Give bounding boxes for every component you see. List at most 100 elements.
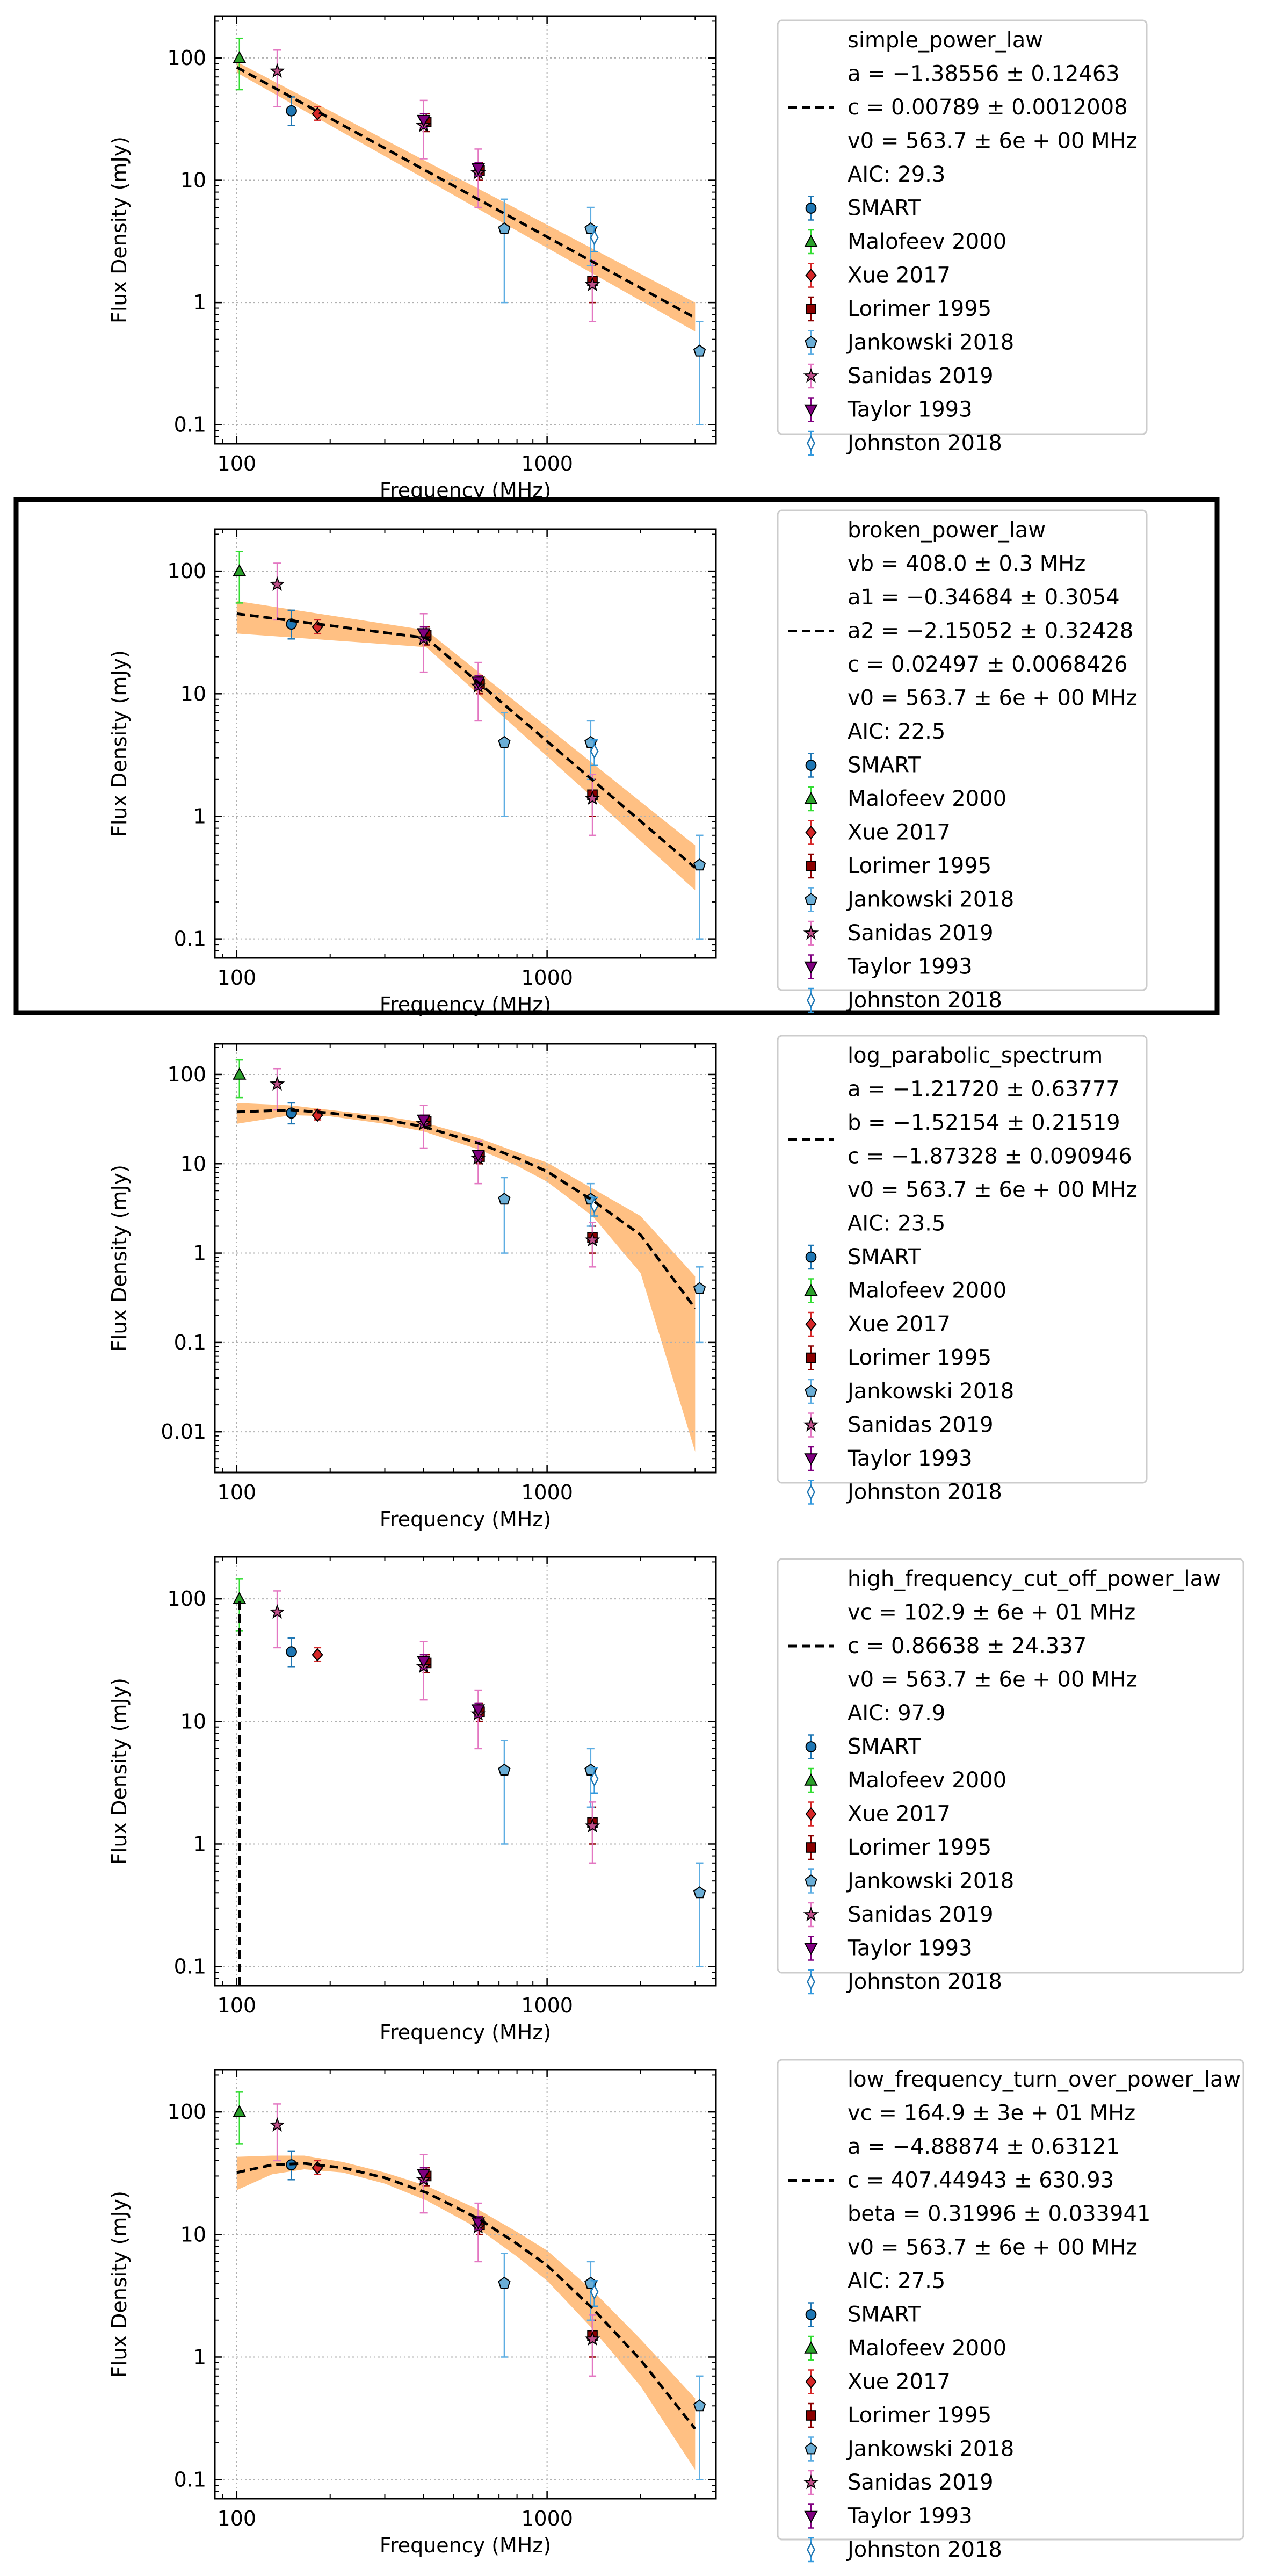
data-point xyxy=(417,114,431,127)
legend-marker xyxy=(804,1283,818,1296)
fit-curve-line xyxy=(236,612,696,869)
x-tick-label: 1000 xyxy=(521,1994,573,2017)
data-point xyxy=(693,1886,706,1899)
legend-series-label: Malofeev 2000 xyxy=(848,1279,1006,1303)
legend-series-label: Johnston 2018 xyxy=(846,1969,1002,1994)
legend-param-3: a2 = −2.15052 ± 0.32428 xyxy=(848,619,1133,644)
data-point xyxy=(269,63,285,78)
x-tick-label: 1000 xyxy=(521,2507,573,2530)
fit-band xyxy=(236,62,696,331)
x-tick-label: 1000 xyxy=(521,452,573,475)
legend-param-4: beta = 0.31996 ± 0.033941 xyxy=(848,2202,1150,2226)
data-point xyxy=(269,1604,285,1619)
legend-model-name: low_frequency_turn_over_power_law xyxy=(848,2067,1241,2092)
plot-frame xyxy=(214,1043,717,1474)
legend-series-label: Jankowski 2018 xyxy=(846,330,1014,355)
legend-series-label: Johnston 2018 xyxy=(846,2537,1002,2562)
x-tick-label: 1000 xyxy=(521,966,573,990)
fit-curve-line xyxy=(236,2162,697,2430)
legend-series-label: Sanidas 2019 xyxy=(848,364,994,388)
legend-param-6: AIC: 27.5 xyxy=(848,2269,945,2293)
y-tick-label: 0.1 xyxy=(174,1331,206,1354)
legend-series-label: Malofeev 2000 xyxy=(848,786,1006,811)
legend-series-label: Jankowski 2018 xyxy=(846,887,1014,912)
data-point xyxy=(471,163,486,176)
legend-param-3: c = 407.44943 ± 630.93 xyxy=(848,2168,1114,2193)
panel-low-frequency-turn-over-power-law: 100 1000 0.1 1 10 100 Frequency (MHz) Flux De… xyxy=(107,2059,1244,2563)
legend-marker xyxy=(805,203,817,214)
legend-series-label: Johnston 2018 xyxy=(846,988,1002,1013)
legend-box xyxy=(777,509,1148,991)
y-axis-label: Flux Density (mJy) xyxy=(107,136,131,323)
legend: high_frequency_cut_off_power_law vc = 10… xyxy=(777,1558,1244,1995)
highlight-box xyxy=(13,497,1220,1015)
legend-series-label: Jankowski 2018 xyxy=(846,1869,1014,1894)
y-tick-label: 1 xyxy=(193,1242,206,1265)
legend-param-4: AIC: 29.3 xyxy=(848,162,945,187)
legend-series-label: Taylor 1993 xyxy=(847,2504,973,2529)
legend-series-label: Malofeev 2000 xyxy=(848,1768,1006,1793)
legend-marker xyxy=(805,268,817,283)
legend-param-2: c = 0.00789 ± 0.0012008 xyxy=(848,95,1128,120)
legend-series-label: Xue 2017 xyxy=(848,1312,951,1337)
y-tick-label: 100 xyxy=(167,559,206,583)
grid-lines xyxy=(215,2070,716,2499)
data-point xyxy=(269,2117,285,2132)
legend-marker xyxy=(804,2341,818,2354)
legend-param-3: v0 = 563.7 ± 6e + 00 MHz xyxy=(848,129,1138,154)
x-tick-label: 100 xyxy=(218,966,257,990)
grid-lines xyxy=(215,529,716,958)
legend-param-4: v0 = 563.7 ± 6e + 00 MHz xyxy=(848,1178,1138,1202)
y-tick-label: 0.01 xyxy=(161,1420,206,1444)
legend-marker xyxy=(803,1906,819,1922)
legend-param-3: c = −1.87328 ± 0.090946 xyxy=(848,1144,1132,1169)
plot-frame xyxy=(214,2069,717,2500)
legend-series-label: Malofeev 2000 xyxy=(848,229,1006,254)
legend-param-1: a = −1.21720 ± 0.63777 xyxy=(848,1077,1120,1102)
legend-param-5: v0 = 563.7 ± 6e + 00 MHz xyxy=(848,686,1138,711)
legend-param-6: AIC: 22.5 xyxy=(848,719,945,744)
fit-uncertainty-band xyxy=(236,1103,696,1452)
y-tick-label: 0.1 xyxy=(174,927,206,951)
legend-series-label: Lorimer 1995 xyxy=(848,1835,991,1860)
legend-series-label: Xue 2017 xyxy=(848,263,951,288)
fit-uncertainty-band xyxy=(236,62,696,331)
data-point xyxy=(269,1076,285,1091)
fit-band xyxy=(236,1103,696,1452)
axis-ticks: 100 1000 0.1 1 10 100 xyxy=(167,1557,716,2017)
legend-marker xyxy=(806,304,816,314)
fit-uncertainty-band xyxy=(236,2155,696,2470)
x-tick-label: 100 xyxy=(218,1481,257,1504)
legend-marker xyxy=(806,1974,816,1990)
x-tick-label: 100 xyxy=(218,2507,257,2530)
y-tick-label: 1 xyxy=(193,2345,206,2369)
x-axis-label: Frequency (MHz) xyxy=(380,2534,551,2557)
y-tick-label: 10 xyxy=(180,682,206,705)
data-point xyxy=(584,1232,600,1247)
legend-series-label: SMART xyxy=(848,753,921,778)
legend-marker xyxy=(804,791,818,804)
y-tick-label: 1 xyxy=(193,1832,206,1856)
data-points xyxy=(233,2091,706,2480)
x-axis-label: Frequency (MHz) xyxy=(380,1507,551,1531)
legend-entries: SMART Malofeev 2000 Xue 2017 Lorimer 1995 Ja… xyxy=(803,196,1014,456)
data-point xyxy=(693,858,706,871)
x-tick-label: 100 xyxy=(218,1994,257,2017)
grid-lines xyxy=(215,16,716,444)
data-point xyxy=(286,105,297,117)
data-point xyxy=(233,1067,247,1080)
legend-param-4: AIC: 97.9 xyxy=(848,1701,945,1726)
data-point xyxy=(417,1656,431,1669)
legend-model-name: log_parabolic_spectrum xyxy=(848,1043,1103,1068)
legend-series-label: Taylor 1993 xyxy=(847,398,973,422)
legend-marker xyxy=(805,2442,817,2455)
y-tick-label: 100 xyxy=(167,2100,206,2124)
legend-marker xyxy=(806,2542,816,2558)
data-point xyxy=(584,1818,600,1833)
data-point xyxy=(312,1648,323,1662)
y-tick-label: 0.1 xyxy=(174,413,206,437)
legend-series-label: Lorimer 1995 xyxy=(848,297,991,321)
y-axis-label: Flux Density (mJy) xyxy=(107,1165,131,1352)
legend-marker xyxy=(805,1807,817,1821)
legend-series-label: Johnston 2018 xyxy=(846,431,1002,456)
